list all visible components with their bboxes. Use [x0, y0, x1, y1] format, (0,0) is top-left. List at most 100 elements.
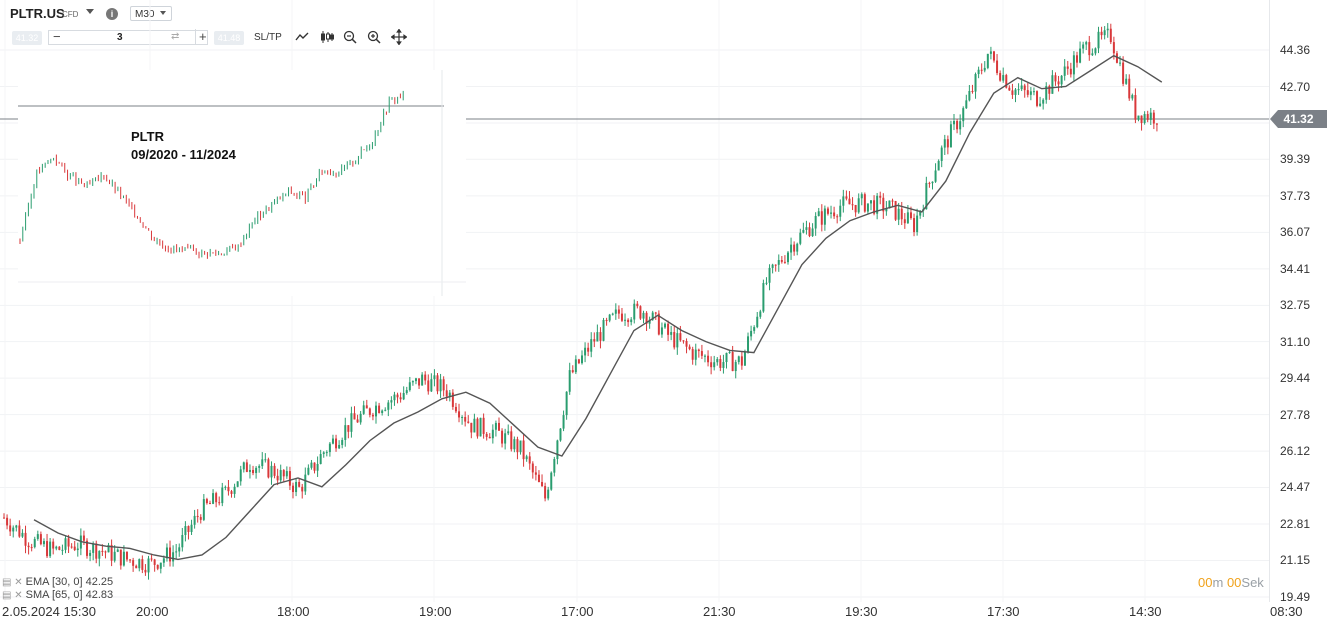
candle-up	[1103, 30, 1106, 36]
y-tick-label: 39.39	[1280, 152, 1311, 167]
sltp-button[interactable]: SL/TP	[254, 32, 282, 43]
candle-down	[335, 438, 338, 449]
candle-up	[1017, 89, 1020, 91]
info-icon[interactable]: i	[106, 8, 118, 20]
candle-up	[790, 244, 793, 253]
y-tick-label: 27.78	[1280, 407, 1311, 422]
candle-down	[46, 541, 49, 557]
candle-up	[248, 469, 251, 472]
timeframe-select[interactable]: M30	[130, 6, 172, 21]
y-tick-label: 22.81	[1280, 516, 1311, 531]
candle-down	[488, 436, 491, 439]
candles-icon[interactable]	[319, 29, 335, 45]
candle-up	[830, 212, 833, 214]
candle-down	[882, 197, 885, 212]
crosshair-icon[interactable]	[390, 28, 408, 46]
y-tick-label: 29.44	[1280, 371, 1311, 386]
candle-down	[999, 73, 1002, 81]
candle-down	[636, 303, 639, 307]
candle-down	[427, 380, 430, 392]
candle-up	[805, 227, 808, 230]
candle-up	[1094, 48, 1097, 54]
indicator-ema[interactable]: ▤ ✕ EMA [30, 0] 42.25	[2, 576, 113, 588]
zoom-in-icon[interactable]	[366, 29, 382, 45]
candle-up	[224, 486, 227, 488]
candle-down	[879, 195, 882, 198]
candle-down	[531, 463, 534, 473]
swap-icon[interactable]: ⇄	[171, 31, 180, 42]
current-price-tag: 41.32	[1270, 110, 1327, 128]
candle-up	[694, 349, 697, 360]
candle-up	[590, 339, 593, 352]
candle-up	[33, 538, 36, 548]
indicator-sma[interactable]: ▤ ✕ SMA [65, 0] 42.83	[2, 589, 113, 601]
candle-up	[962, 108, 965, 122]
candle-down	[516, 439, 519, 453]
quantity-value[interactable]: 3	[117, 32, 123, 43]
candle-down	[292, 485, 294, 493]
candle-down	[58, 546, 61, 550]
candle-down	[657, 313, 660, 335]
candle-up	[611, 313, 614, 315]
line-chart-icon[interactable]	[294, 29, 310, 45]
candle-down	[863, 194, 866, 212]
candle-up	[823, 208, 826, 225]
candle-up	[713, 362, 716, 368]
symbol-label[interactable]: PLTR.US	[10, 6, 65, 21]
candle-up	[725, 352, 728, 363]
candle-up	[1060, 75, 1063, 85]
candle-up	[989, 51, 992, 54]
candle-up	[802, 229, 805, 233]
candle-down	[851, 204, 854, 206]
timer-minutes: 00	[1198, 575, 1213, 590]
candle-up	[76, 548, 79, 551]
x-tick-label: 18:00	[277, 604, 310, 619]
candle-up	[974, 74, 977, 92]
candle-up	[513, 439, 516, 450]
candle-down	[854, 204, 857, 213]
candle-down	[740, 356, 743, 366]
candle-up	[181, 535, 184, 548]
candle-down	[132, 560, 135, 566]
candle-up	[387, 402, 390, 410]
candle-down	[820, 211, 823, 225]
zoom-out-icon[interactable]	[342, 29, 358, 45]
candle-down	[378, 405, 381, 414]
buy-price-button[interactable]: 41.48	[214, 31, 244, 45]
indicator-ema-label: EMA [30, 0] 42.25	[25, 576, 114, 588]
candle-up	[943, 139, 946, 148]
candle-up	[1119, 62, 1122, 64]
candle-down	[442, 379, 445, 391]
chevron-down-icon[interactable]	[160, 11, 166, 15]
candle-up	[870, 200, 872, 204]
candle-up	[212, 493, 215, 504]
candle-down	[1128, 78, 1131, 99]
y-tick-label: 36.07	[1280, 225, 1311, 240]
close-icon[interactable]: ▤ ✕	[2, 577, 23, 588]
candle-down	[218, 502, 221, 504]
close-icon[interactable]: ▤ ✕	[2, 590, 23, 601]
inset-price-chart	[18, 70, 466, 296]
candle-up	[239, 469, 242, 482]
x-tick-label: 08:30	[1270, 604, 1303, 619]
candle-down	[476, 418, 479, 437]
candle-down	[783, 261, 786, 263]
candle-down	[617, 309, 620, 314]
candle-down	[996, 60, 999, 74]
candle-up	[285, 471, 288, 477]
candle-up	[796, 243, 799, 252]
minus-icon[interactable]: −	[53, 29, 61, 44]
plus-icon[interactable]: +	[195, 29, 207, 44]
candle-down	[424, 374, 427, 381]
candle-up	[64, 538, 67, 550]
candle-down	[313, 462, 316, 471]
sell-price-button[interactable]: 41.32	[12, 31, 42, 45]
candle-up	[1032, 91, 1035, 93]
candle-up	[931, 181, 934, 184]
candle-down	[156, 564, 159, 569]
candle-up	[519, 440, 522, 453]
quantity-stepper[interactable]: − 3 ⇄ +	[48, 29, 208, 45]
price-chart[interactable]	[0, 0, 1270, 602]
chevron-down-icon[interactable]	[86, 9, 94, 14]
y-tick-label: 21.15	[1280, 553, 1311, 568]
